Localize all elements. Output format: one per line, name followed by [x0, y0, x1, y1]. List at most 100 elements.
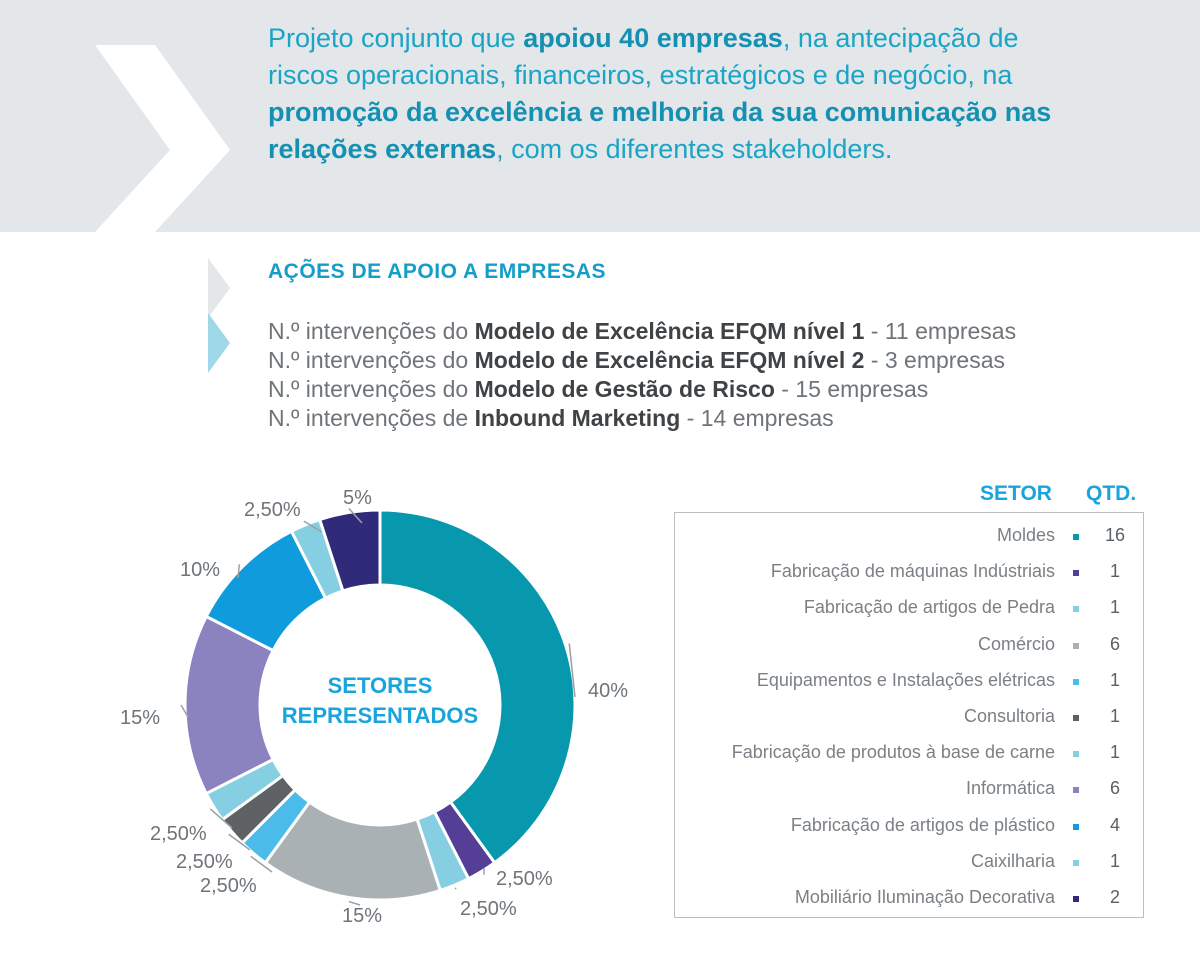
table-header-setor: SETOR	[980, 482, 1052, 505]
sector-color-swatch	[1073, 534, 1079, 540]
sector-color-swatch	[1073, 823, 1079, 830]
slice-percent-label: 40%	[588, 680, 628, 702]
center-label-line-1: SETORES	[328, 673, 433, 698]
table-header-qtd: QTD.	[1086, 482, 1137, 505]
sector-name: Fabricação de artigos de Pedra	[803, 597, 1055, 618]
sector-quantity: 4	[1109, 814, 1120, 835]
sector-color-swatch	[1073, 787, 1079, 794]
table-row: Informática 6	[675, 772, 1145, 808]
sector-quantity: 1	[1109, 669, 1120, 690]
intro-text: Projeto conjunto que apoiou 40 empresas,…	[268, 20, 1068, 168]
intervention-count: - 3 empresas	[864, 347, 1006, 373]
donut-slice	[317, 508, 382, 593]
center-label-line-2: REPRESENTADOS	[282, 703, 478, 728]
sector-name: Fabricação de artigos de plástico	[790, 814, 1055, 835]
slice-percent-label: 2,50%	[244, 499, 301, 521]
slice-leader-line	[209, 808, 233, 829]
intervention-item: N.º intervenções do Modelo de Excelência…	[268, 317, 1016, 346]
slice-percent-label: 2,50%	[496, 868, 553, 890]
sector-quantity: 6	[1109, 633, 1120, 654]
table-row: Fabricação de artigos de Pedra 1	[675, 591, 1145, 627]
slice-percent-label: 2,50%	[150, 823, 207, 845]
sector-quantity: 1	[1109, 706, 1120, 726]
sector-name: Fabricação de produtos à base de carne	[731, 742, 1055, 763]
intervention-item: N.º intervenções do Modelo de Gestão de …	[268, 375, 1016, 404]
table-row: Mobiliário Iluminação Decorativa 2	[675, 881, 1145, 917]
intervention-count: - 15 empresas	[774, 376, 929, 402]
slice-percent-label: 2,50%	[176, 851, 233, 873]
slice-leader-line	[237, 564, 241, 579]
sector-name: Equipamentos e Instalações elétricas	[756, 669, 1055, 690]
intervention-count: - 11 empresas	[864, 318, 1017, 344]
chevron-pair-icon	[208, 258, 230, 373]
table-row: Fabricação de máquinas Indústriais 1	[675, 555, 1145, 591]
sector-name: Informática	[965, 778, 1055, 799]
intervention-prefix: N.º intervenções do	[268, 347, 475, 373]
sector-color-swatch	[1073, 859, 1079, 866]
table-row: Equipamentos e Instalações elétricas 1	[675, 664, 1145, 700]
intervention-prefix: N.º intervenções do	[268, 376, 475, 402]
intervention-model: Modelo de Excelência EFQM nível 1	[474, 318, 865, 344]
slice-leader-line	[568, 643, 576, 698]
intervention-model: Modelo de Excelência EFQM nível 2	[474, 347, 865, 373]
intervention-model: Inbound Marketing	[474, 405, 681, 431]
sector-name: Caixilharia	[970, 850, 1055, 871]
slice-leader-line	[348, 507, 363, 524]
sector-name: Consultoria	[963, 706, 1055, 726]
intervention-item: N.º intervenções de Inbound Marketing - …	[268, 404, 1016, 433]
sector-quantity: 1	[1109, 597, 1120, 618]
sector-name: Moldes	[996, 525, 1055, 545]
intro-part-1: Projeto conjunto que	[268, 23, 524, 53]
slice-percent-label: 2,50%	[200, 875, 257, 897]
sector-name: Fabricação de máquinas Indústriais	[770, 561, 1055, 582]
sector-name: Mobiliário Iluminação Decorativa	[794, 887, 1055, 907]
slice-percent-label: 15%	[342, 905, 382, 927]
sector-quantity: 1	[1109, 561, 1120, 582]
sector-quantity: 1	[1109, 850, 1120, 871]
intervention-prefix: N.º intervenções do	[268, 318, 475, 344]
intro-bold-2: promoção da excelência e melhoria da sua…	[268, 97, 1052, 164]
slice-leader-line	[180, 704, 189, 718]
table-row: Caixilharia 1	[675, 845, 1145, 881]
intro-part-2: , na antecipação de riscos operacionais,…	[268, 23, 1019, 90]
intervention-count: - 14 empresas	[680, 405, 834, 431]
interventions-list: N.º intervenções do Modelo de Excelência…	[268, 317, 1016, 433]
slice-percent-label: 2,50%	[460, 898, 517, 920]
intervention-item: N.º intervenções do Modelo de Excelência…	[268, 346, 1016, 375]
sector-quantity: 6	[1109, 778, 1120, 799]
table-row: Consultoria 1	[675, 700, 1145, 736]
table-row: Fabricação de artigos de plástico 4	[675, 809, 1145, 845]
slice-leader-line	[348, 900, 361, 906]
table-row: Comércio 6	[675, 628, 1145, 664]
slice-percent-label: 15%	[120, 707, 160, 729]
intro-part-3: , com os diferentes stakeholders.	[496, 134, 893, 164]
section-title: AÇÕES DE APOIO A EMPRESAS	[268, 260, 607, 283]
donut-slice	[378, 508, 577, 865]
sector-color-swatch	[1073, 642, 1079, 649]
table-row: Moldes 16	[675, 519, 1145, 555]
sector-quantity: 16	[1104, 525, 1126, 545]
sector-color-swatch	[1073, 751, 1079, 758]
chevron-decoration-icon	[95, 45, 230, 232]
sector-color-swatch	[1073, 606, 1079, 613]
sector-color-swatch	[1073, 570, 1079, 577]
sector-name: Comércio	[977, 633, 1055, 654]
table-row: Fabricação de produtos à base de carne 1	[675, 736, 1145, 772]
slice-leader-line	[228, 833, 251, 851]
slice-leader-line	[303, 520, 323, 533]
sector-quantity: 1	[1109, 742, 1120, 763]
sectors-donut-chart: 40%2,50%2,50%15%2,50%2,50%2,50%15%10%2,5…	[120, 487, 628, 927]
intervention-model: Modelo de Gestão de Risco	[474, 376, 775, 402]
slice-leader-line	[454, 887, 457, 890]
intro-bold-1: apoiou 40 empresas	[523, 23, 783, 53]
sectors-table: Moldes 16 Fabricação de máquinas Indústria…	[674, 512, 1144, 918]
donut-slices	[183, 508, 577, 902]
slice-leader-line	[250, 855, 273, 873]
intro-banner: Projeto conjunto que apoiou 40 empresas,…	[0, 0, 1200, 232]
sector-color-swatch	[1073, 896, 1079, 902]
slice-percent-label: 10%	[180, 559, 220, 581]
donut-labels: 40%2,50%2,50%15%2,50%2,50%2,50%15%10%2,5…	[120, 487, 628, 927]
sector-color-swatch	[1073, 715, 1079, 721]
slice-percent-label: 5%	[343, 487, 372, 509]
sector-quantity: 2	[1109, 887, 1120, 907]
